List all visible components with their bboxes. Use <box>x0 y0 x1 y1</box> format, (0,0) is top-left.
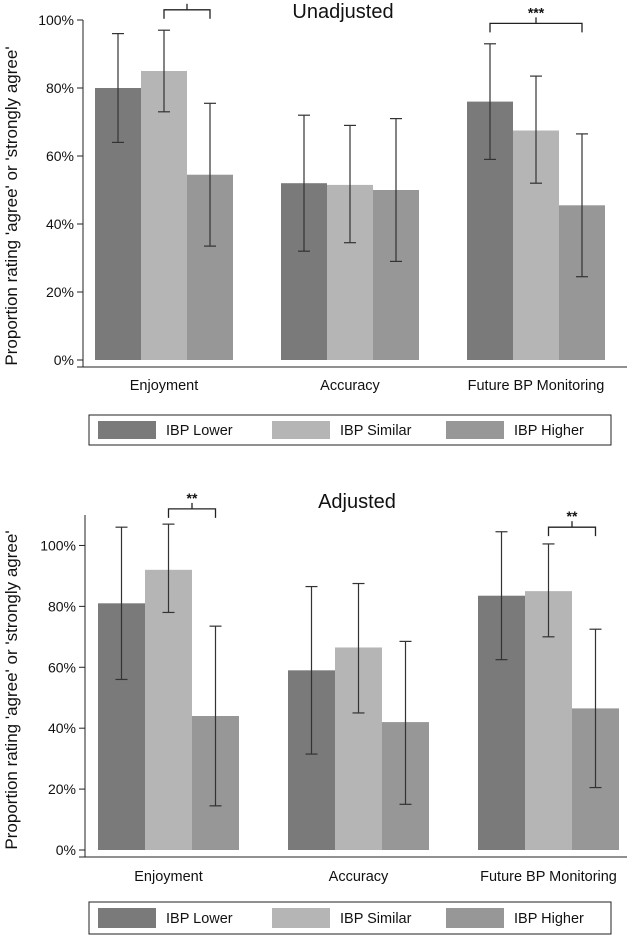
legend-swatch <box>446 421 504 439</box>
y-tick-label: 60% <box>46 148 74 164</box>
y-tick-label: 40% <box>48 720 76 736</box>
y-tick-label: 100% <box>38 12 74 28</box>
legend-label: IBP Higher <box>514 423 584 439</box>
panel-title: Adjusted <box>318 491 396 513</box>
y-tick-label: 20% <box>48 781 76 797</box>
y-tick-label: 100% <box>40 537 76 553</box>
y-tick-label: 0% <box>56 842 76 858</box>
category-label: Enjoyment <box>130 378 199 394</box>
y-axis-label: Proportion rating 'agree' or 'strongly a… <box>2 530 21 849</box>
significance-bracket <box>167 508 217 518</box>
legend-swatch <box>446 908 504 928</box>
category-label: Accuracy <box>320 378 380 394</box>
legend-swatch <box>98 908 156 928</box>
y-tick-label: 0% <box>54 352 74 368</box>
y-tick-label: 60% <box>48 659 76 675</box>
significance-bracket <box>489 22 583 33</box>
y-axis-label: Proportion rating 'agree' or 'strongly a… <box>2 46 21 365</box>
legend-label: IBP Higher <box>514 911 584 927</box>
legend-label: IBP Lower <box>166 911 233 927</box>
legend-swatch <box>98 421 156 439</box>
significance-label: *** <box>528 4 545 20</box>
significance-label: ** <box>187 490 198 506</box>
plot-area: 0% 20% 40% 60% 80% 100% Enjoyment Accuracy Futur… <box>38 0 627 394</box>
legend: IBP Lower IBP Similar IBP Higher <box>88 901 612 935</box>
y-tick-label: 80% <box>46 80 74 96</box>
bar <box>141 71 187 360</box>
significance-bracket <box>163 9 211 19</box>
y-tick-label: 40% <box>46 216 74 232</box>
bar <box>145 569 192 850</box>
legend-swatch <box>272 908 330 928</box>
category-label: Accuracy <box>329 869 389 885</box>
y-tick-label: 80% <box>48 598 76 614</box>
significance-label: ** <box>567 508 578 524</box>
legend-label: IBP Lower <box>166 423 233 439</box>
adjusted-panel: Adjusted Proportion rating 'agree' or 's… <box>2 490 627 935</box>
legend-swatch <box>272 421 330 439</box>
significance-label: ** <box>182 0 193 7</box>
plot-area: 0% 20% 40% 60% 80% 100% Enjoyment Accuracy Futur… <box>40 490 627 885</box>
legend: IBP Lower IBP Similar IBP Higher <box>88 414 612 446</box>
legend-box <box>88 414 612 446</box>
category-label: Future BP Monitoring <box>468 378 605 394</box>
category-label: Future BP Monitoring <box>480 869 617 885</box>
y-tick-label: 20% <box>46 284 74 300</box>
legend-label: IBP Similar <box>340 423 412 439</box>
legend-box <box>88 901 612 935</box>
panel-title: Unadjusted <box>292 1 393 23</box>
legend-label: IBP Similar <box>340 911 412 927</box>
category-label: Enjoyment <box>134 869 203 885</box>
unadjusted-panel: Unadjusted Proportion rating 'agree' or … <box>2 0 627 446</box>
significance-bracket <box>547 526 597 537</box>
